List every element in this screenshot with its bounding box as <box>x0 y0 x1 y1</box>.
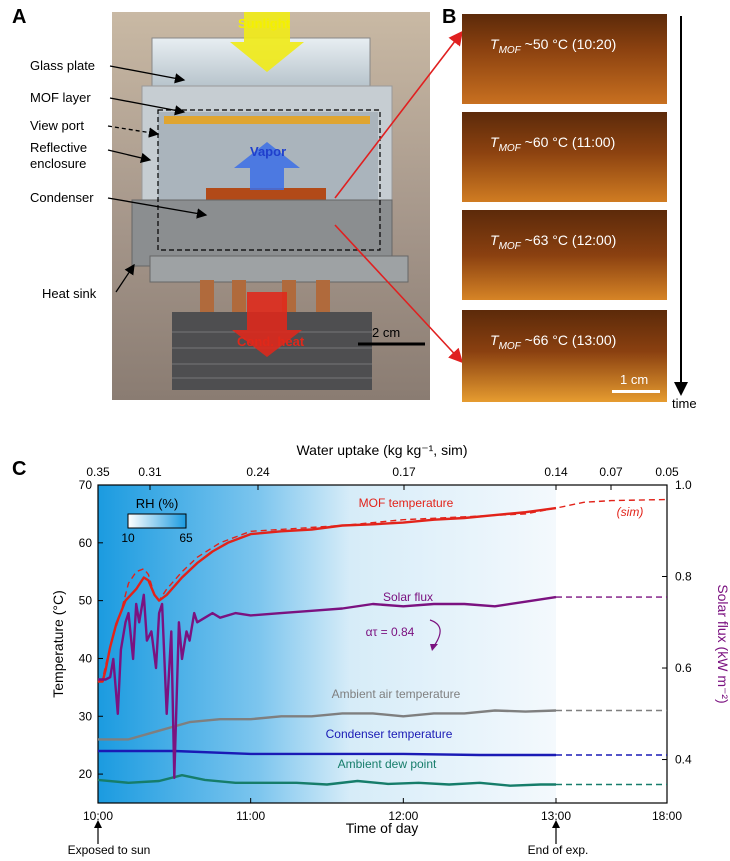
frame-1-temp: TMOF ~50 °C (10:20) <box>490 36 617 56</box>
x-tick-label: 12:00 <box>388 809 418 823</box>
rh-legend-bar <box>127 513 187 529</box>
y2-tick-label: 0.4 <box>675 753 692 767</box>
y-tick-label: 20 <box>79 767 93 781</box>
frame-3-temp: TMOF ~63 °C (12:00) <box>490 232 617 252</box>
cond-heat-label: Cond. heat <box>237 334 305 349</box>
x-tick-label: 11:00 <box>236 809 265 823</box>
y2-tick-label: 0.6 <box>675 661 692 675</box>
series-mof-temperature-sim <box>97 498 668 683</box>
sunlight-arrow-icon <box>230 12 304 72</box>
label-mof-temperature: MOF temperature <box>359 496 454 510</box>
rh-legend-min: 10 <box>121 531 135 545</box>
y2-tick-label: 1.0 <box>675 478 692 492</box>
y2-axis-label: Solar flux (kW m⁻²) <box>715 584 730 703</box>
rh-legend-max: 65 <box>179 531 193 545</box>
mof-layer-label: MOF layer <box>30 90 91 105</box>
label-solar-flux: Solar flux <box>383 590 433 604</box>
top-tick-label: 0.05 <box>655 465 679 479</box>
panel-b-letter: B <box>442 6 457 28</box>
y-tick-label: 30 <box>79 709 93 723</box>
top-tick-label: 0.31 <box>138 465 162 479</box>
top-tick-label: 0.07 <box>599 465 623 479</box>
y-tick-label: 70 <box>79 478 93 492</box>
view-port-label: View port <box>30 118 84 133</box>
panel-c-letter: C <box>12 458 27 480</box>
x-tick-label: 10:00 <box>83 809 113 823</box>
frame-4-temp: TMOF ~66 °C (13:00) <box>490 332 617 352</box>
scale-1cm-label: 1 cm <box>620 372 649 387</box>
series-solar-flux <box>98 593 557 779</box>
top-tick-label: 0.17 <box>392 465 416 479</box>
end-of-exp-label: End of exp. <box>527 843 589 857</box>
top-tick-label: 0.14 <box>544 465 568 479</box>
exposed-to-sun-label: Exposed to sun <box>67 843 151 857</box>
top-tick-label: 0.35 <box>86 465 110 479</box>
time-arrow-icon <box>674 382 688 396</box>
panel-a-leaders <box>107 16 688 396</box>
rh-legend-title: RH (%) <box>136 496 179 511</box>
label-condenser-temperature: Condenser temperature <box>326 727 453 741</box>
top-axis-label: Water uptake (kg kg⁻¹, sim) <box>296 442 467 458</box>
sunlight-label: Sunlight <box>238 16 290 31</box>
glass-plate-label: Glass plate <box>30 58 96 73</box>
start-arrow-icon <box>94 820 102 828</box>
label-ambient-air-temperature: Ambient air temperature <box>332 687 461 701</box>
scale-2cm-label: 2 cm <box>372 325 401 340</box>
alpha-tau-arrow-icon <box>429 619 441 647</box>
vapor-arrow-icon <box>234 142 300 190</box>
top-tick-label: 0.24 <box>246 465 270 479</box>
label-alpha-tau: ατ = 0.84 <box>366 625 415 639</box>
x-axis-label: Time of day <box>346 820 419 836</box>
y-tick-label: 60 <box>79 536 93 550</box>
label-sim: (sim) <box>617 505 644 519</box>
frame-2-temp: TMOF ~60 °C (11:00) <box>490 134 616 154</box>
x-tick-label: 13:00 <box>541 809 571 823</box>
reflective-label-1: Reflective <box>30 140 88 155</box>
frame-2 <box>462 112 667 202</box>
x-tick-label: 18:00 <box>652 809 682 823</box>
end-arrow-icon <box>552 820 560 828</box>
frame-3 <box>462 210 667 300</box>
y-tick-label: 50 <box>79 594 93 608</box>
plot-frame <box>97 484 668 804</box>
vapor-label: Vapor <box>250 144 287 159</box>
label-ambient-dew-point: Ambient dew point <box>338 757 437 771</box>
panel-c-chart: 20 30 40 50 60 70 0.4 0.6 0.8 1.0 10:00 11:00 12:00 1… <box>50 442 730 844</box>
y2-tick-label: 0.8 <box>675 570 692 584</box>
cond-heat-arrow-icon <box>232 292 302 357</box>
scale-1cm-bar <box>612 390 660 393</box>
reflective-label-2: enclosure <box>30 156 87 171</box>
y-axis-label: Temperature (°C) <box>50 590 66 698</box>
alpha-tau-arrowhead-icon <box>430 644 438 651</box>
heat-sink-label: Heat sink <box>42 286 97 301</box>
frame-4 <box>462 310 667 402</box>
condenser-label: Condenser <box>30 190 94 205</box>
time-label: time <box>672 396 697 411</box>
y-tick-label: 40 <box>79 651 93 665</box>
panel-a-letter: A <box>12 6 27 28</box>
frame-1 <box>462 14 667 104</box>
